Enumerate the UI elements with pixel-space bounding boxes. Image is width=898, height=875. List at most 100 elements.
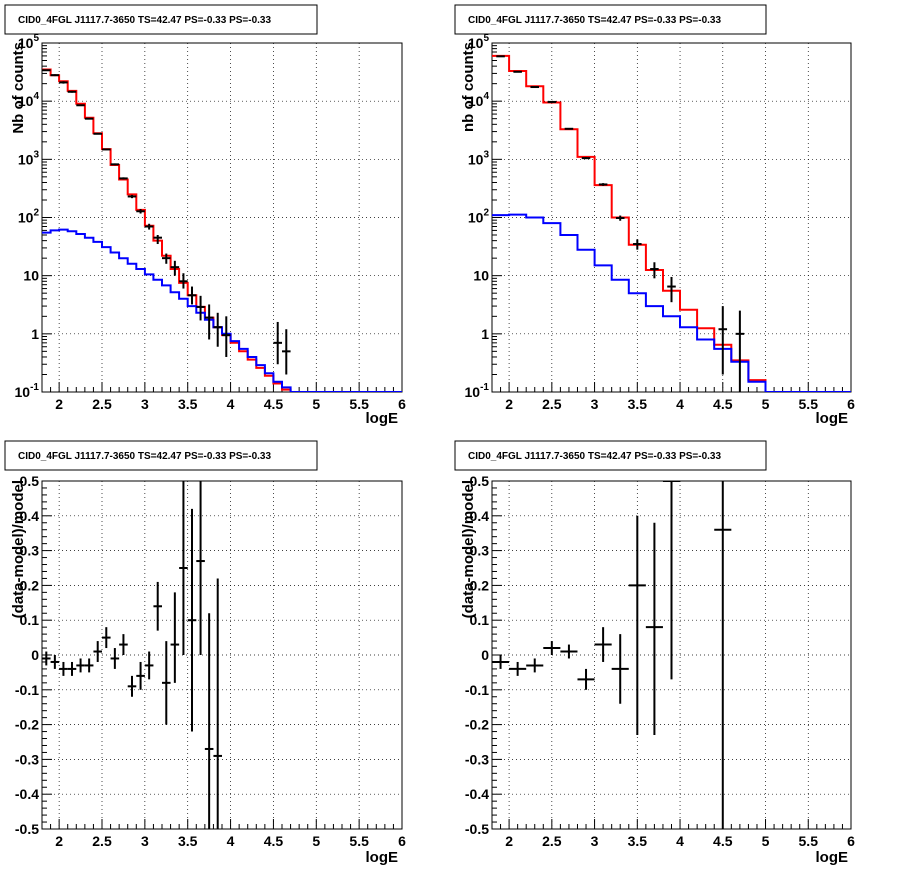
data-point xyxy=(162,253,171,264)
y-tick-label: 0.4 xyxy=(20,508,40,524)
data-point xyxy=(59,661,68,676)
data-point xyxy=(513,70,522,73)
y-tick-label: 0.4 xyxy=(470,508,490,524)
y-tick-label: -0.2 xyxy=(465,717,489,733)
grid xyxy=(42,481,402,829)
x-tick-label: 3 xyxy=(141,396,149,412)
data-point xyxy=(102,627,111,649)
x-tick-label: 6 xyxy=(847,396,855,412)
data-point xyxy=(204,613,214,829)
x-tick-label: 2 xyxy=(505,833,513,849)
y-tick-label: 102 xyxy=(18,208,40,226)
data-point xyxy=(530,86,540,89)
data-point xyxy=(543,641,561,655)
y-axis-label: (data-model)/model xyxy=(460,480,477,618)
x-tick-label: 6 xyxy=(398,833,406,849)
x-tick-label: 3.5 xyxy=(628,833,648,849)
tick-exponent: 3 xyxy=(483,149,489,160)
title-box xyxy=(4,440,318,471)
data-point xyxy=(650,262,659,279)
plot-area: 2 2.5 3 3.5 4 4.5 5 5.5 6 -0.5 -0.4 -0.3 -0.2 -0.1 0 0.… xyxy=(465,473,855,849)
tick-base: 10 xyxy=(18,93,34,109)
tick-marks xyxy=(41,480,403,830)
data-point xyxy=(93,132,102,135)
y-tick-label: 104 xyxy=(18,91,40,109)
data-point xyxy=(645,522,663,736)
x-axis-label: logE xyxy=(816,849,849,866)
x-tick-label: 4 xyxy=(676,833,684,849)
x-tick-label: 4.5 xyxy=(713,396,733,412)
panel-title: CID0_4FGL J1117.7-3650 TS=42.47 PS=-0.33… xyxy=(18,15,271,26)
y-tick-label: 103 xyxy=(18,149,40,167)
title-box xyxy=(454,440,767,471)
data-point xyxy=(564,127,574,130)
title-box xyxy=(454,4,767,35)
y-tick-label: 0.3 xyxy=(470,543,490,559)
data-point xyxy=(136,661,145,690)
y-tick-label: 0.5 xyxy=(470,473,490,489)
data-point xyxy=(144,223,154,230)
panel-title: CID0_4FGL J1117.7-3650 TS=42.47 PS=-0.33… xyxy=(468,15,721,26)
source-model-histogram xyxy=(492,213,851,392)
data-point xyxy=(213,312,222,347)
data-point xyxy=(581,157,591,160)
x-tick-label: 6 xyxy=(398,396,406,412)
y-axis-label: Nb of counts xyxy=(10,42,27,134)
x-tick-label: 4 xyxy=(227,833,235,849)
plot-marks xyxy=(492,54,851,392)
data-point xyxy=(76,104,85,107)
data-point xyxy=(84,658,94,673)
data-point xyxy=(153,235,162,245)
y-tick-label: 104 xyxy=(468,91,490,109)
data-point xyxy=(144,651,154,680)
x-tick-label: 3 xyxy=(141,833,149,849)
y-tick-label: 0.5 xyxy=(20,473,40,489)
panel-counts-right: CID0_4FGL J1117.7-3650 TS=42.47 PS=-0.33… xyxy=(454,4,855,427)
tick-exponent: -1 xyxy=(480,382,489,393)
y-tick-label: 0.2 xyxy=(470,577,490,593)
tick-base: 10 xyxy=(468,93,484,109)
y-tick-label: 105 xyxy=(468,33,490,51)
x-tick-label: 3.5 xyxy=(178,396,198,412)
x-tick-label: 5.5 xyxy=(799,396,819,412)
tick-exponent: 2 xyxy=(33,208,39,219)
data-point xyxy=(187,508,197,732)
tick-base: 10 xyxy=(468,151,484,167)
panel-title: CID0_4FGL J1117.7-3650 TS=42.47 PS=-0.33… xyxy=(18,451,271,462)
data-point xyxy=(628,515,646,736)
data-point xyxy=(598,183,608,186)
data-point xyxy=(282,329,291,375)
y-tick-label: 0.1 xyxy=(470,612,490,628)
data-point xyxy=(735,310,745,392)
x-tick-label: 5 xyxy=(312,833,320,849)
panel-counts-left: CID0_4FGL J1117.7-3650 TS=42.47 PS=-0.33… xyxy=(4,4,407,427)
data-point xyxy=(179,481,188,655)
plot-area: 2 2.5 3 3.5 4 4.5 5 5.5 6 -0.5 -0.4 -0.3 -0.2 -0.1 0 0.… xyxy=(15,473,406,849)
x-tick-label: 3.5 xyxy=(628,396,648,412)
data-point xyxy=(547,100,557,103)
data-point xyxy=(667,276,676,303)
panel-title: CID0_4FGL J1117.7-3650 TS=42.47 PS=-0.33… xyxy=(468,451,721,462)
x-axis-label: logE xyxy=(366,849,399,866)
data-point xyxy=(110,163,120,166)
x-tick-label: 2.5 xyxy=(92,833,112,849)
tick-exponent: 3 xyxy=(33,149,39,160)
data-point xyxy=(179,273,188,289)
y-tick-label: 102 xyxy=(468,208,490,226)
y-tick-label: -0.4 xyxy=(15,786,39,802)
x-axis-label: logE xyxy=(816,410,849,427)
data-point xyxy=(187,286,197,305)
data-point xyxy=(222,316,231,357)
data-point xyxy=(496,55,505,58)
data-point xyxy=(662,481,681,680)
data-point xyxy=(577,668,595,690)
data-point xyxy=(110,648,120,669)
y-tick-label: 105 xyxy=(18,33,40,51)
data-point xyxy=(204,304,214,340)
y-tick-label: 10 xyxy=(473,268,489,284)
tick-base: 10 xyxy=(15,384,31,400)
plot-marks xyxy=(492,481,732,829)
data-point xyxy=(102,148,111,151)
